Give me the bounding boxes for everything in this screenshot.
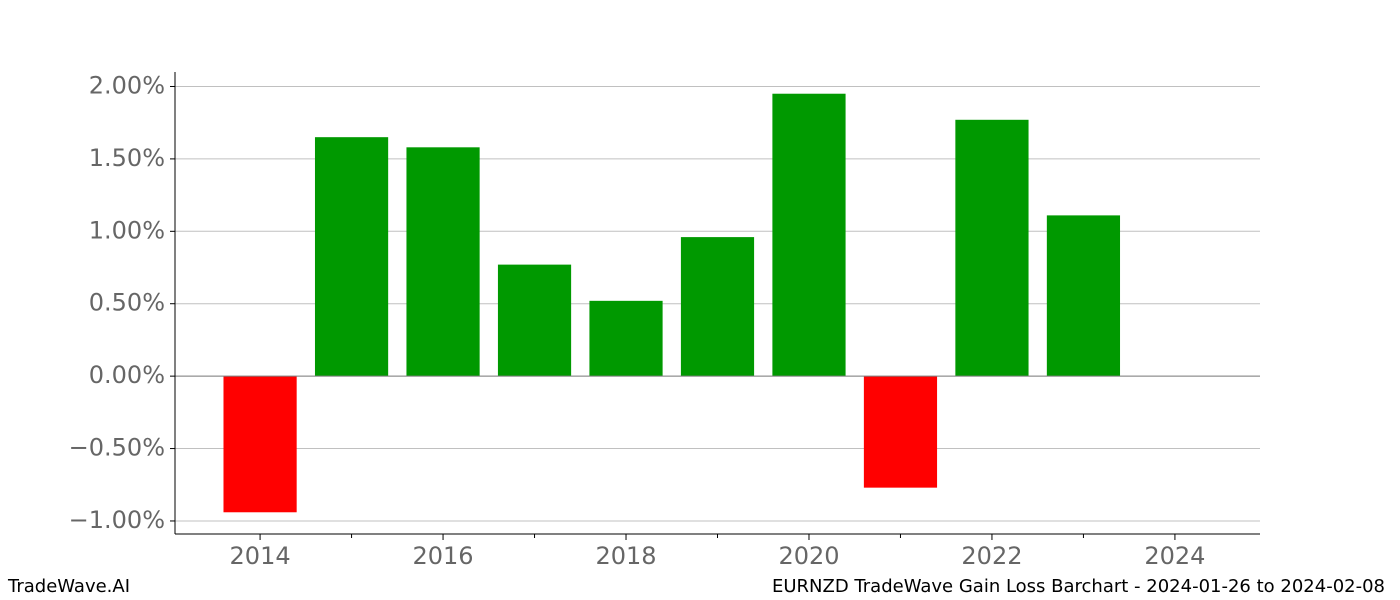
bar [863, 376, 938, 488]
bar [497, 264, 572, 377]
bar [955, 119, 1029, 377]
bar [772, 93, 846, 377]
y-tick-label: 1.50% [89, 144, 165, 172]
chart-title: EURNZD TradeWave Gain Loss Barchart - 20… [772, 576, 1385, 597]
y-tick-label: −0.50% [69, 434, 165, 462]
bar [589, 300, 663, 377]
watermark: TradeWave.AI [7, 576, 130, 597]
bar [680, 237, 755, 377]
x-tick-label: 2022 [961, 542, 1022, 570]
bar [406, 147, 480, 377]
x-tick-label: 2014 [230, 542, 291, 570]
x-tick-label: 2016 [413, 542, 474, 570]
x-tick-label: 2024 [1144, 542, 1205, 570]
y-tick-label: 2.00% [89, 71, 165, 99]
x-tick-label: 2018 [595, 542, 656, 570]
y-tick-label: 1.00% [89, 216, 165, 244]
bar [223, 376, 297, 513]
y-tick-label: 0.00% [89, 361, 165, 389]
x-tick-label: 2020 [778, 542, 839, 570]
y-tick-label: −1.00% [69, 506, 165, 534]
bar [314, 137, 389, 377]
bar [1046, 215, 1121, 377]
y-tick-label: 0.50% [89, 289, 165, 317]
